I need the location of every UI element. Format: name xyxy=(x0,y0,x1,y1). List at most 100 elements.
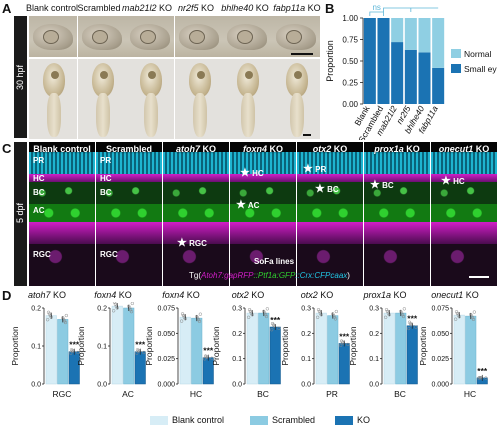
y-tick-label: 0.0 xyxy=(97,382,107,389)
data-point xyxy=(130,302,134,306)
data-point xyxy=(385,309,390,314)
tail-shape xyxy=(290,93,304,137)
bar-normal xyxy=(404,18,417,50)
outer-plexiform-layer xyxy=(29,174,95,182)
bar-small-eye xyxy=(391,42,404,104)
mini-chart-svg: 0.0 0.1 0.2 Proportion *** AC xyxy=(78,302,146,399)
star-marker-otx2_pr: ★ PR xyxy=(303,163,327,175)
x-axis-label: HC xyxy=(464,389,476,399)
retina-header-3: foxn4 KO xyxy=(230,144,296,155)
header-suffix: KO xyxy=(473,144,490,154)
legend-swatch xyxy=(451,64,461,73)
star-marker-foxn4_ac: ★ AC xyxy=(236,199,260,211)
amacrine-layer xyxy=(364,204,430,222)
panel-a-letter: A xyxy=(2,1,12,16)
retina-header-6: onecut1 KO xyxy=(431,144,497,155)
x-axis-label: BC xyxy=(257,389,269,399)
outer-plexiform-layer xyxy=(431,174,497,182)
bar xyxy=(57,319,69,385)
mini-chart-title: otx2 KO xyxy=(213,290,283,300)
y-tick-label: 0.2 xyxy=(97,306,107,313)
embryo-whole-photo xyxy=(77,59,126,139)
panel-d-charts: atoh7 KO 0.0 0.1 0.2 Proportion *** RGC foxn4 K… xyxy=(0,290,500,412)
bar xyxy=(406,325,418,385)
transgene-label: Tg(Atoh7:gapRFP::Ptf1a:GFP::Crx:CFPcaax) xyxy=(189,271,350,280)
y-tick-label: 0.50 xyxy=(342,57,358,66)
title-suffix: KO xyxy=(50,290,67,300)
photoreceptor-layer xyxy=(230,152,296,174)
significance-stars: *** xyxy=(477,366,488,376)
data-point xyxy=(135,351,139,355)
panel-a-side-bar: 30 hpf xyxy=(14,16,27,138)
amacrine-layer xyxy=(163,204,229,222)
bar-normal xyxy=(418,18,431,53)
data-point xyxy=(277,326,281,331)
data-point xyxy=(180,319,184,323)
data-point xyxy=(400,311,404,315)
data-point xyxy=(247,308,252,312)
data-point xyxy=(454,310,459,314)
data-point xyxy=(248,309,253,314)
legend-swatch-blank xyxy=(150,416,168,425)
header-suffix: KO xyxy=(200,144,217,154)
retina-image xyxy=(297,142,363,286)
data-point xyxy=(340,340,345,344)
inner-nuclear-layer xyxy=(29,182,95,204)
inner-nuclear-layer xyxy=(364,182,430,204)
data-point xyxy=(182,315,186,319)
star-marker-foxn4_hc: ★ HC xyxy=(240,167,264,179)
mini-chart-4: otx2 KO 0.0 0.1 0.2 0.3 Proportion *** BC xyxy=(213,290,283,412)
bar-small-eye xyxy=(418,52,431,104)
data-point xyxy=(180,312,185,316)
data-point xyxy=(332,313,336,318)
amacrine-layer xyxy=(431,204,497,222)
bar xyxy=(134,351,146,385)
embryo-whole-photo xyxy=(126,59,175,139)
title-suffix: KO xyxy=(317,290,334,300)
y-tick-label: 0.3 xyxy=(301,306,311,313)
header-suffix: Scrambled xyxy=(105,144,153,154)
embryo-closeup-photo xyxy=(174,16,223,57)
data-point xyxy=(334,309,338,314)
amacrine-layer xyxy=(96,204,162,222)
yolk-shape xyxy=(237,63,260,97)
yolk-shape xyxy=(140,63,163,97)
inner-plexiform-layer xyxy=(29,222,95,244)
data-point xyxy=(270,328,274,332)
y-tick-label: 0.000 xyxy=(431,382,449,389)
data-point xyxy=(70,348,75,353)
yolk-shape xyxy=(43,63,65,97)
legend-swatch xyxy=(451,49,461,58)
retina-header-1: Scrambled xyxy=(96,144,162,155)
bar xyxy=(246,312,258,385)
embryo-closeup-photo xyxy=(29,16,78,57)
eye-shape xyxy=(99,71,108,79)
bar xyxy=(338,343,350,385)
retina-image xyxy=(230,142,296,286)
data-point xyxy=(407,326,411,331)
data-point xyxy=(112,302,117,305)
data-point xyxy=(455,311,460,316)
star-marker-prox1a: ★ BC xyxy=(370,179,394,191)
retina-header-4: otx2 KO xyxy=(297,144,363,155)
gene-name: otx2 xyxy=(312,144,332,154)
legend-label-ko: KO xyxy=(357,415,371,425)
bar xyxy=(258,312,270,385)
outer-plexiform-layer xyxy=(96,174,162,182)
data-point xyxy=(196,316,200,320)
data-point xyxy=(114,304,118,308)
data-point xyxy=(346,342,350,347)
panel-c-images: Blank control Scrambled atoh7 KO foxn4 KO ot… xyxy=(29,142,498,286)
transgene-part: ) xyxy=(347,271,350,280)
bar xyxy=(202,357,214,385)
x-axis-label: BC xyxy=(394,389,406,399)
tail-shape xyxy=(95,93,110,137)
mini-chart-svg: 0.0 0.1 0.2 0.3 Proportion *** BC xyxy=(213,306,281,400)
amacrine-layer xyxy=(230,204,296,222)
mini-chart-1: atoh7 KO 0.0 0.1 0.2 Proportion *** RGC xyxy=(12,290,82,412)
transgene-part: Tg( xyxy=(189,271,201,280)
gene-name: prox1a xyxy=(363,290,391,300)
data-point xyxy=(386,311,390,315)
legend-label-scrambled: Scrambled xyxy=(272,415,316,425)
bar xyxy=(453,314,465,385)
